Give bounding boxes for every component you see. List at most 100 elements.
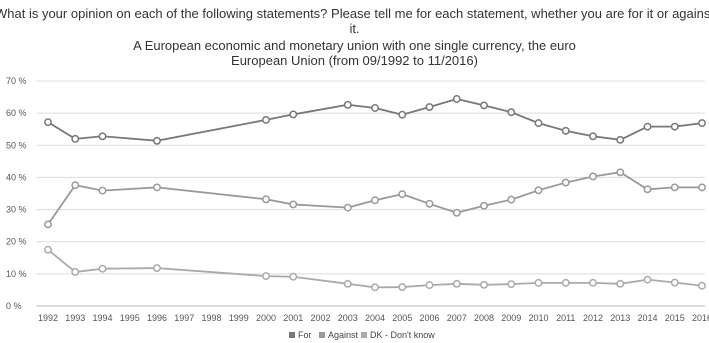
data-point [343,100,352,109]
data-point [507,108,516,117]
data-point [561,178,570,187]
data-point [371,196,379,205]
chart-title-line: European Union (from 09/1992 to 11/2016) [231,53,478,68]
data-point [452,279,461,288]
data-point [452,208,461,217]
x-tick-label: 2003 [338,313,358,323]
data-point [670,183,679,192]
data-point [561,278,570,287]
data-point [425,281,434,290]
x-tick-label: 2010 [528,313,548,323]
data-point [616,135,625,144]
data-point [98,186,107,195]
grid-lines [36,80,705,307]
series-line [47,171,702,225]
data-point [534,119,543,128]
x-tick-label: 1999 [229,313,249,323]
series-lines [44,95,706,292]
data-point [534,186,543,195]
legend-label: DK - Don't know [370,330,435,340]
x-tick-label: 1993 [65,313,85,323]
data-point [698,119,706,128]
data-point [289,110,298,119]
data-point [153,183,161,192]
y-tick-label: 10 % [6,269,27,279]
y-tick-label: 0 % [6,301,22,311]
data-point [262,272,270,281]
x-tick-label: 2016 [692,313,709,323]
data-point [589,278,597,287]
data-point [44,245,52,254]
data-point [425,199,434,208]
y-axis-ticks: 0 % 10 % 20 % 30 % 40 % 50 % 60 % 70 % [6,76,27,311]
data-point [480,101,488,110]
data-point [289,272,298,281]
x-tick-label: 2002 [310,313,330,323]
data-point [44,220,52,229]
y-tick-label: 30 % [6,205,27,215]
x-tick-label: 2015 [665,313,685,323]
x-tick-label: 2011 [556,313,575,323]
data-point [561,126,570,135]
legend-label: For [298,330,312,340]
data-point [480,280,488,289]
x-tick-label: 1994 [92,313,112,323]
data-point [398,110,407,119]
x-tick-label: 2005 [392,313,412,323]
chart-title-line: A European economic and monetary union w… [133,38,576,53]
data-point [670,122,679,131]
data-point [398,190,407,199]
x-axis-ticks: 1992 1993 1994 1995 1996 1997 1998 1999 2000 2001… [38,313,709,323]
chart-title-line: What is your opinion on each of the foll… [0,6,709,21]
x-tick-label: 1996 [147,313,167,323]
data-point [616,279,625,288]
legend-label: Against [328,330,359,340]
data-point [44,118,52,127]
legend-swatch [289,332,295,338]
data-point [71,267,80,276]
x-tick-label: 1997 [174,313,194,323]
chart-title-line: it. [349,21,359,36]
data-point [98,264,107,273]
data-point [698,183,706,192]
chart-title: What is your opinion on each of the foll… [0,6,709,68]
data-point [534,278,543,287]
y-tick-label: 20 % [6,237,27,247]
data-point [262,115,270,124]
x-tick-label: 2013 [610,313,630,323]
legend-swatch [361,332,367,338]
data-point [98,132,107,141]
x-tick-label: 2014 [637,313,657,323]
x-tick-label: 2000 [256,313,276,323]
y-tick-label: 50 % [6,140,27,150]
data-point [262,195,270,204]
data-point [507,195,516,204]
data-point [371,283,379,292]
data-point [616,168,625,177]
x-tick-label: 2006 [419,313,439,323]
data-point [480,201,488,210]
legend-swatch [319,332,325,338]
data-point [153,136,161,145]
data-point [425,103,434,111]
x-tick-label: 2001 [283,313,303,323]
x-tick-label: 1998 [201,313,221,323]
data-point [343,203,352,212]
data-point [71,134,80,143]
y-tick-label: 60 % [6,108,27,118]
y-tick-label: 40 % [6,172,27,182]
x-tick-label: 2009 [501,313,521,323]
data-point [343,279,352,288]
x-tick-label: 2008 [474,313,494,323]
legend: For Against DK - Don't know [289,330,435,340]
data-point [398,283,407,291]
x-tick-label: 1995 [120,313,140,323]
data-point [452,95,461,103]
x-tick-label: 1992 [38,313,58,323]
x-tick-label: 2007 [447,313,467,323]
series-line [47,98,703,142]
x-tick-label: 2012 [583,313,603,323]
data-point [153,264,161,273]
data-point [698,281,706,290]
